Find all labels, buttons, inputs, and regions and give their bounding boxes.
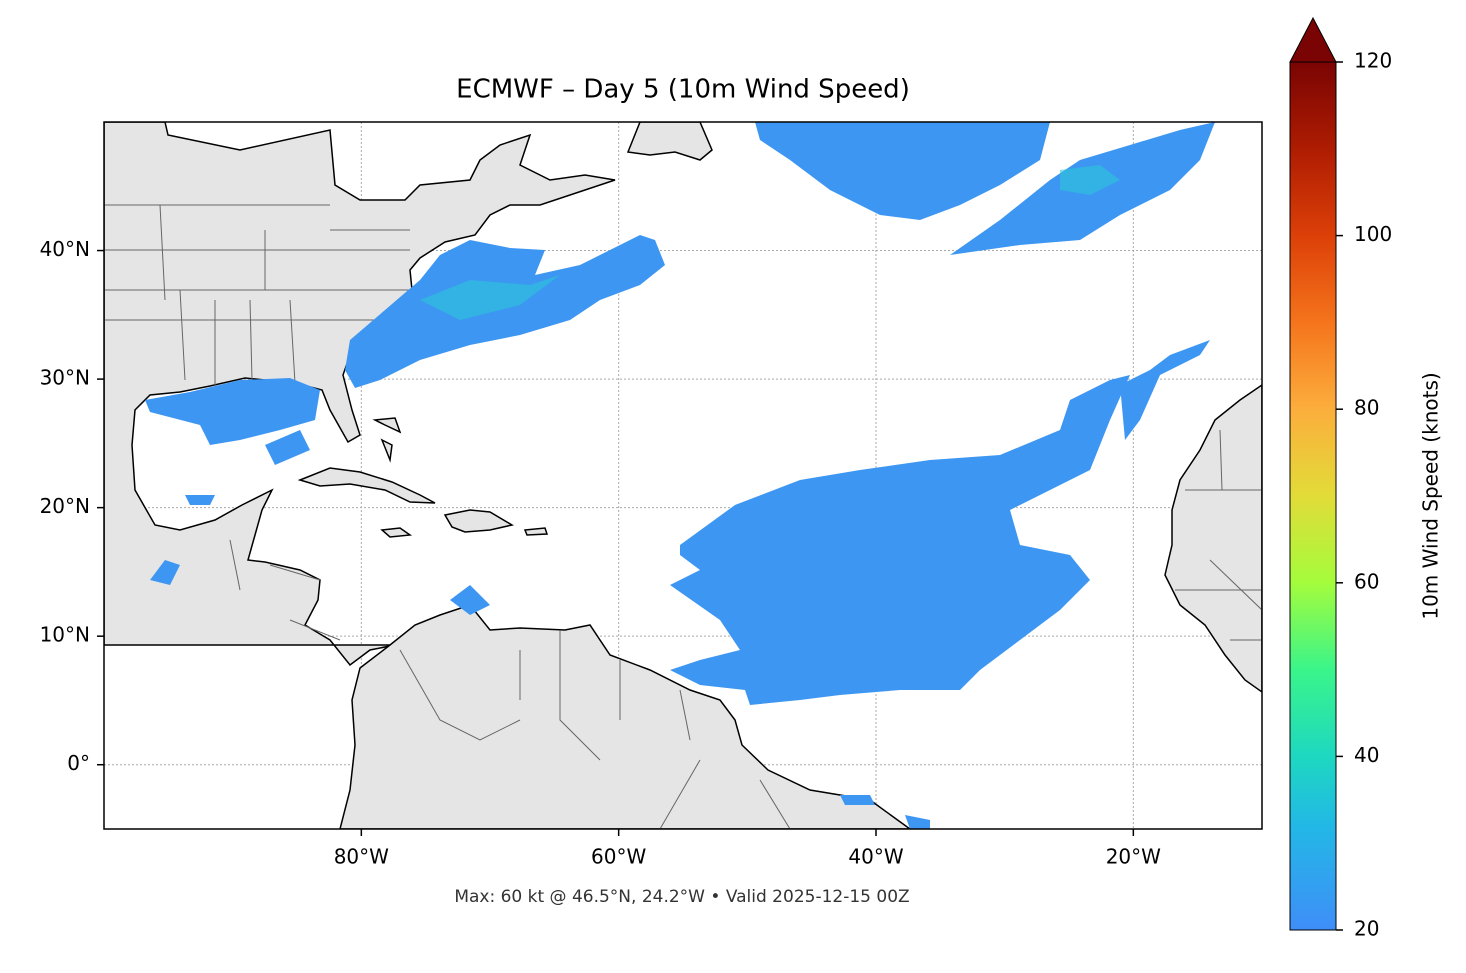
africa bbox=[1164, 384, 1262, 693]
colorbar-extend bbox=[1289, 16, 1337, 63]
colorbar-tick-label: 100 bbox=[1354, 222, 1392, 246]
map-area bbox=[104, 122, 1262, 829]
y-tick-label: 40°N bbox=[40, 237, 90, 261]
footer: Max: 60 kt @ 46.5°N, 24.2°W • Valid 2025… bbox=[454, 887, 909, 907]
y-tick-label: 0° bbox=[67, 751, 90, 775]
jamaica bbox=[380, 527, 413, 538]
colorbar-tick-label: 60 bbox=[1354, 569, 1379, 593]
colorbar-tick-label: 20 bbox=[1354, 917, 1379, 941]
colorbar-tick-label: 40 bbox=[1354, 743, 1379, 767]
cuba bbox=[297, 467, 436, 504]
x-tick-label: 40°W bbox=[848, 845, 903, 869]
wind-field bbox=[145, 122, 1215, 829]
x-tick-label: 80°W bbox=[334, 845, 389, 869]
puerto-rico bbox=[523, 527, 549, 536]
map-frame bbox=[103, 121, 1263, 830]
x-tick-label: 20°W bbox=[1106, 845, 1161, 869]
colorbar-gradient bbox=[1290, 62, 1336, 930]
colorbar-label: 10m Wind Speed (knots) bbox=[1419, 372, 1443, 619]
y-tick-label: 30°N bbox=[40, 366, 90, 390]
north-america bbox=[104, 122, 616, 667]
colorbar-tick-label: 120 bbox=[1354, 49, 1392, 73]
x-tick-label: 60°W bbox=[591, 845, 646, 869]
map-title: ECMWF – Day 5 (10m Wind Speed) bbox=[456, 75, 910, 105]
y-tick-label: 10°N bbox=[40, 623, 90, 647]
colorbar: 10m Wind Speed (knots) bbox=[1289, 16, 1443, 931]
y-tick-label: 20°N bbox=[40, 494, 90, 518]
bahamas bbox=[372, 417, 402, 463]
colorbar-frame bbox=[1289, 61, 1337, 931]
state-borders bbox=[104, 204, 1262, 829]
hispaniola bbox=[443, 509, 515, 533]
newfoundland bbox=[626, 122, 713, 161]
colorbar-tick-label: 80 bbox=[1354, 396, 1379, 420]
